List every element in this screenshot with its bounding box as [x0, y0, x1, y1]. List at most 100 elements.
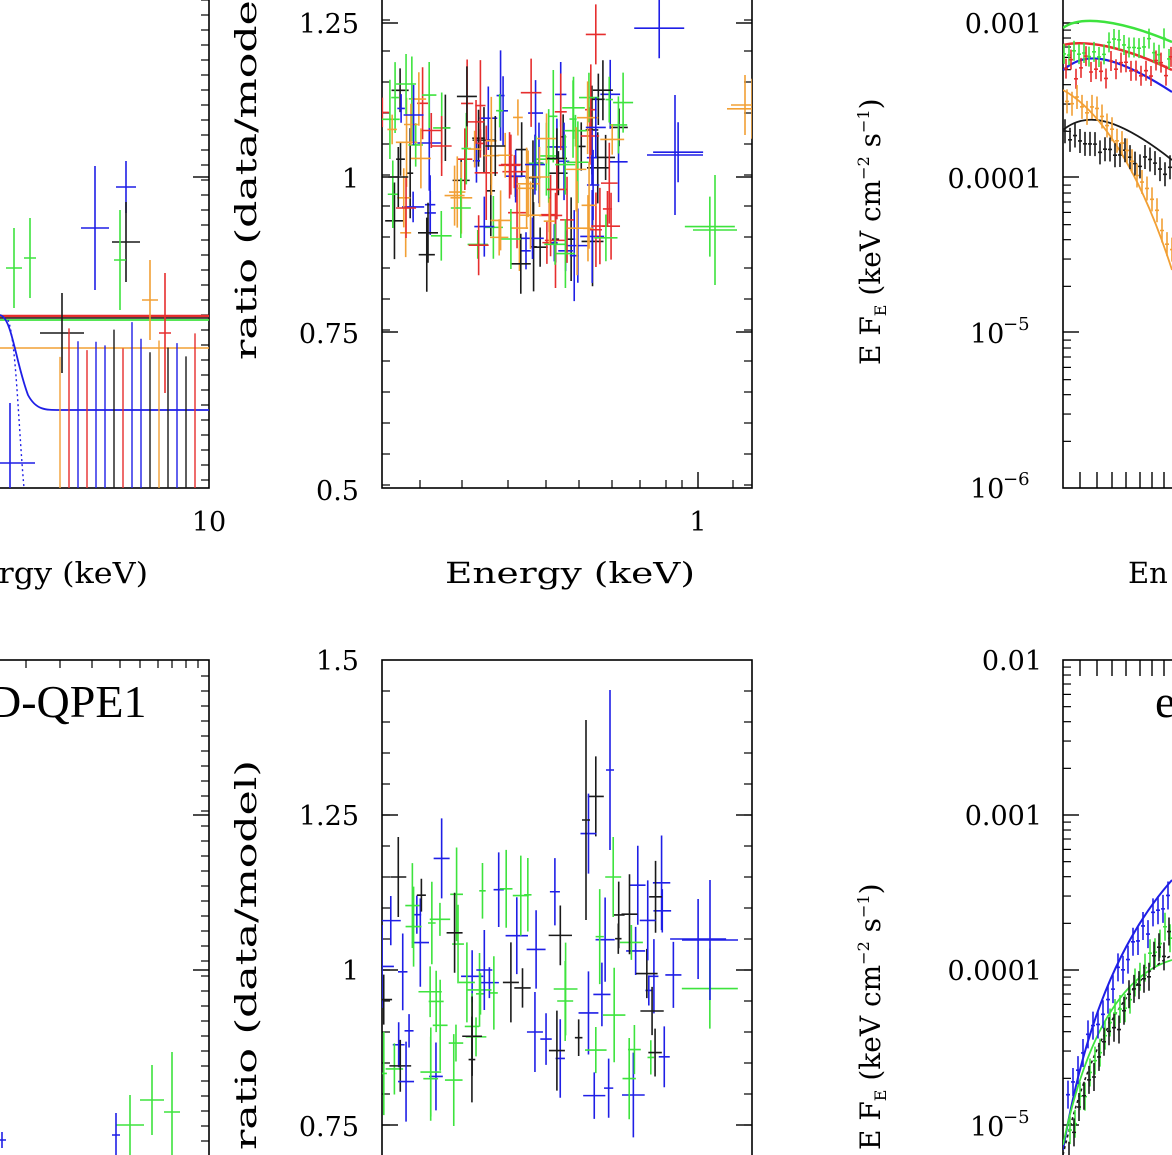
data-point-orange — [581, 161, 597, 249]
data-point-blue — [479, 86, 498, 150]
data-point-orange — [1125, 138, 1129, 163]
data-point-black — [1168, 155, 1172, 180]
data-point-red — [1134, 60, 1138, 81]
data-point-orange — [142, 260, 158, 340]
model-curve-orange — [1063, 89, 1172, 271]
data-point-black — [592, 60, 613, 121]
data-point-green — [1148, 939, 1152, 968]
y-tick-label: 1.25 — [299, 9, 359, 40]
data-point-orange — [566, 127, 587, 212]
svg-text:10: 10 — [970, 474, 1004, 505]
data-point-green — [432, 979, 448, 1071]
data-point-blue — [0, 403, 35, 488]
data-point-green — [496, 94, 504, 128]
data-point-green — [450, 847, 463, 942]
data-point-green — [622, 1037, 636, 1120]
data-point-black — [574, 1019, 583, 1057]
data-point-black — [1063, 119, 1067, 144]
data-point-orange — [410, 128, 431, 189]
data-point-blue — [583, 1072, 606, 1119]
data-point-black — [587, 756, 604, 837]
data-point-green — [512, 855, 529, 936]
data-point-black — [621, 874, 638, 955]
data-point-black — [640, 986, 664, 1036]
y-tick-label: 0.001 — [965, 9, 1042, 40]
model-curve-black — [1063, 954, 1172, 1155]
data-point-green — [1072, 40, 1076, 61]
data-point-black — [468, 1016, 476, 1103]
data-point-blue — [682, 880, 738, 1000]
data-point-blue — [505, 897, 529, 975]
data-point-green — [605, 76, 613, 123]
data-point-green — [6, 228, 22, 308]
data-point-black — [1088, 131, 1092, 156]
data-point-red — [475, 60, 486, 151]
data-point-red — [396, 178, 417, 238]
data-point-black — [1153, 151, 1157, 176]
y-tick-label-pow: 10 −6 — [970, 469, 1030, 505]
data-point-red — [1089, 61, 1093, 82]
data-point-black — [1082, 1081, 1086, 1110]
plot-frame — [1062, 659, 1172, 1155]
data-point-orange — [1120, 131, 1124, 156]
data-point-red — [457, 128, 473, 191]
data-point-black — [1148, 147, 1152, 172]
data-point-black — [1067, 1141, 1071, 1155]
data-point-black — [1127, 980, 1131, 1009]
data-point-black — [40, 293, 84, 373]
data-point-red — [1154, 50, 1158, 71]
data-point-black — [385, 182, 404, 260]
data-point-blue — [653, 889, 672, 933]
data-point-green — [647, 1040, 655, 1075]
data-point-blue — [586, 129, 598, 186]
data-point-green — [556, 219, 575, 289]
data-point-green — [594, 214, 618, 262]
y-tick-label: 1.25 — [299, 801, 359, 832]
data-point-green — [467, 953, 492, 1027]
data-point-green — [428, 970, 444, 1033]
data-point-blue — [382, 896, 401, 946]
data-point-orange — [1095, 96, 1099, 121]
data-point-blue — [1121, 955, 1125, 984]
data-point-green — [544, 223, 566, 265]
data-point-black — [1103, 137, 1107, 162]
model-line-blue-dotted — [7, 319, 25, 488]
data-point-black — [1087, 1065, 1091, 1094]
data-point-black — [596, 134, 615, 180]
data-point-blue — [433, 818, 450, 899]
data-point-black — [1158, 157, 1162, 182]
data-point-green — [448, 1024, 464, 1062]
data-point-orange — [1075, 85, 1079, 109]
data-point-red — [601, 142, 618, 224]
panel-top-middle: 0.5 0.75 1 1.25 1 Energy (keV) ratio (da… — [229, 0, 753, 590]
data-point-orange — [1100, 104, 1104, 129]
data-point-green — [1068, 1116, 1072, 1145]
data-point-black — [1163, 162, 1167, 187]
data-point-black — [1093, 132, 1097, 157]
y-tick-label: 0.0001 — [948, 164, 1042, 195]
x-axis-label: Energy (keV) — [0, 556, 148, 590]
data-point-red — [467, 100, 485, 144]
panel-top-right: 0.001 0.0001 10 −5 10 −6 En E FE (keV cm… — [854, 0, 1172, 590]
data-point-green — [382, 1031, 387, 1116]
data-point-blue — [382, 925, 394, 1008]
data-point-red — [1079, 57, 1083, 78]
data-point-green — [458, 942, 475, 1023]
data-point-green — [423, 1036, 439, 1121]
data-point-black — [582, 720, 590, 920]
data-point-blue — [593, 962, 611, 1027]
data-point-blue — [1071, 1067, 1075, 1096]
data-point-blue — [647, 95, 703, 215]
data-point-red — [1124, 52, 1128, 73]
x-tick-label: 10 — [192, 507, 226, 538]
axes-box — [381, 0, 753, 489]
data-point-green — [1113, 999, 1117, 1028]
data-point-green — [555, 134, 576, 195]
data-point-black — [636, 948, 658, 999]
data-point-red — [431, 116, 452, 176]
data-point-blue — [1151, 898, 1155, 927]
data-point-blue — [585, 97, 606, 158]
data-point-red — [1069, 49, 1073, 70]
svg-text:10: 10 — [970, 1112, 1004, 1143]
data-point-green — [116, 1095, 144, 1155]
